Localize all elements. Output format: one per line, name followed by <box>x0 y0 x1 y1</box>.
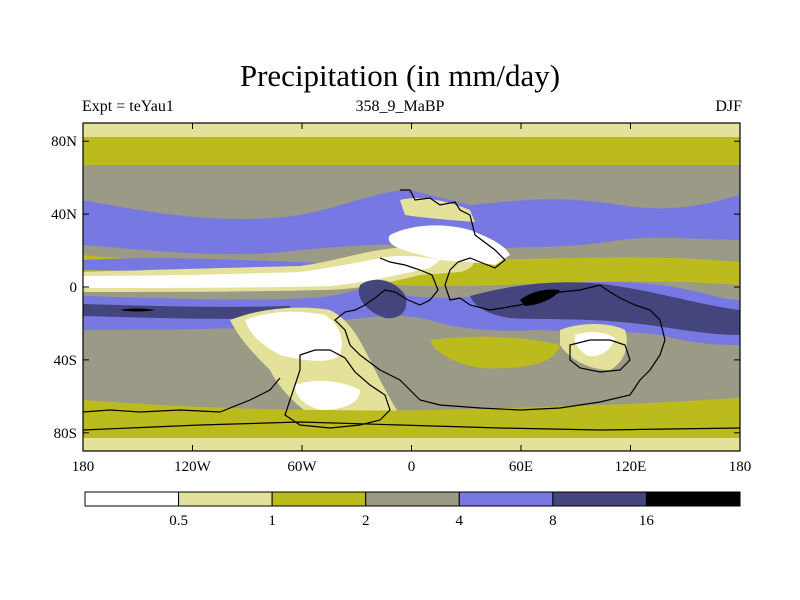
y-tick-label: 80N <box>51 134 77 150</box>
continent-outlines <box>83 189 740 431</box>
fill-south-dry-patch <box>295 380 360 410</box>
y-tick-label: 40N <box>51 207 77 223</box>
colorbar-swatch <box>271 491 367 507</box>
fill-wet-patch-center <box>358 279 407 319</box>
fill-south-polar-light <box>83 438 740 451</box>
y-tick-label: 0 <box>70 280 78 296</box>
colorbar-swatch <box>552 491 647 507</box>
colorbar-label: 1 <box>268 513 276 529</box>
fill-north-polar-light <box>83 123 740 139</box>
colorbar-swatch <box>178 491 273 507</box>
colorbar-label: 2 <box>362 513 370 529</box>
x-tick-label: 60E <box>509 459 533 475</box>
colorbar-swatch <box>365 491 460 507</box>
x-axis: 180 120W 60W 0 60E 120E 180 <box>72 123 752 475</box>
x-tick-label: 0 <box>408 459 416 475</box>
y-tick-label: 80S <box>54 426 77 442</box>
colorbar: 0.5 1 2 4 8 16 <box>84 491 741 529</box>
fill-max-precip-west <box>120 308 155 312</box>
fill-wet-band-west <box>83 304 290 319</box>
colorbar-swatch <box>84 491 180 507</box>
colorbar-label: 8 <box>549 513 557 529</box>
fill-north-light-patch <box>400 198 475 222</box>
fill-australia-dry <box>574 332 615 357</box>
period-label: 358_9_MaBP <box>355 98 445 115</box>
fill-north-dry-zone <box>388 225 510 265</box>
colorbar-swatch <box>645 491 741 507</box>
y-axis: 80N 40N 0 40S 80S <box>51 134 740 442</box>
colorbar-label: 4 <box>456 513 464 529</box>
colorbar-swatch <box>458 491 554 507</box>
x-tick-label: 120E <box>615 459 647 475</box>
y-tick-label: 40S <box>54 353 77 369</box>
experiment-label: Expt = teYau1 <box>82 98 174 115</box>
season-label: DJF <box>715 98 742 115</box>
map-title: Precipitation (in mm/day) <box>239 58 561 93</box>
x-tick-label: 120W <box>174 459 212 475</box>
colorbar-label: 0.5 <box>169 513 188 529</box>
fill-equatorial-dry <box>83 255 440 288</box>
colorbar-label: 16 <box>639 513 655 529</box>
x-tick-label: 180 <box>72 459 95 475</box>
fill-south-olive-band <box>83 398 740 429</box>
x-tick-label: 60W <box>287 459 317 475</box>
fill-north-band-olive <box>83 137 740 165</box>
fill-south-dry-zone <box>245 311 342 361</box>
fill-north-storm-track <box>83 190 740 255</box>
fill-south-olive-patch <box>430 336 560 369</box>
map-plot-area <box>83 123 740 451</box>
fill-max-precip-patch <box>520 289 560 306</box>
x-tick-label: 180 <box>729 459 752 475</box>
